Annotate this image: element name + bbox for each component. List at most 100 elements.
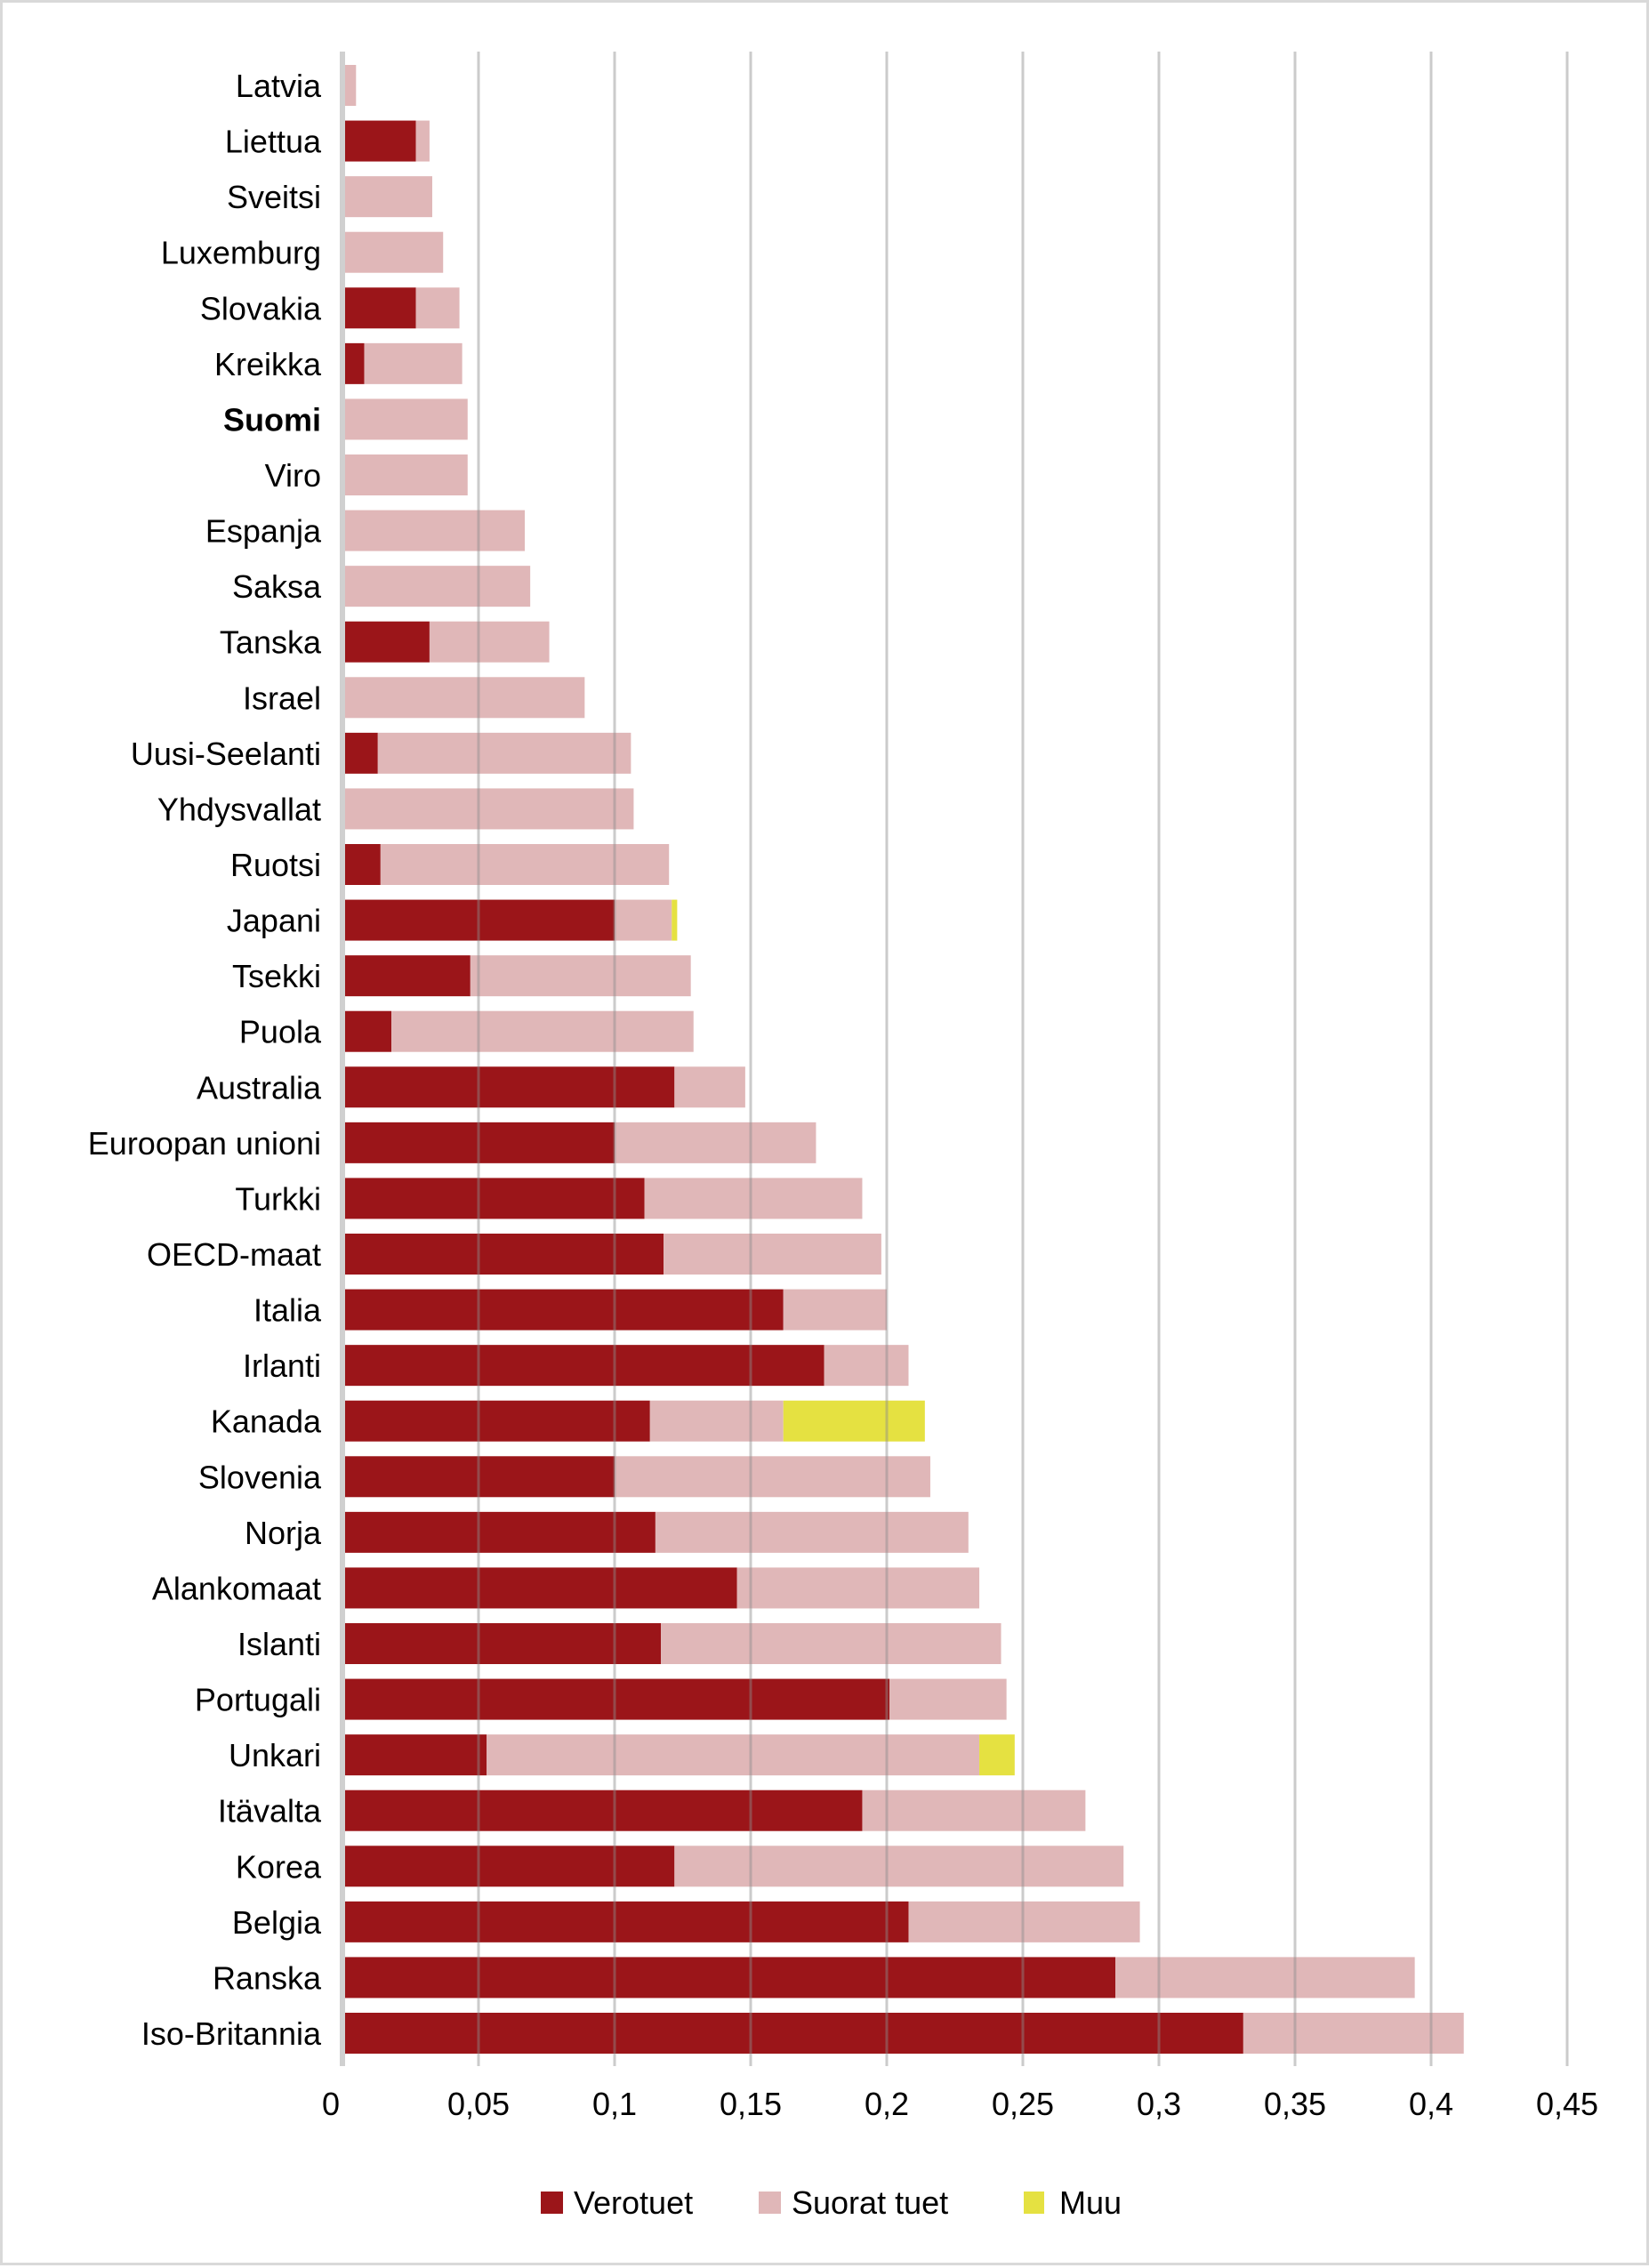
- bar-verotuet: [342, 1010, 392, 1052]
- category-label: Iso-Britannia: [141, 2015, 322, 2052]
- bar-verotuet: [342, 732, 378, 774]
- bar-suorat-tuet: [342, 176, 432, 218]
- x-tick-label: 0,15: [720, 2086, 782, 2122]
- bar-suorat-tuet: [342, 454, 468, 495]
- bar-suorat-tuet: [415, 120, 430, 162]
- bar-suorat-tuet: [470, 955, 691, 997]
- category-label: Alankomaat: [152, 1570, 321, 1606]
- bar-suorat-tuet: [391, 1010, 694, 1052]
- category-label: Kanada: [211, 1403, 322, 1440]
- bar-muu: [979, 1734, 1015, 1776]
- bar-suorat-tuet: [342, 788, 634, 830]
- category-label: Espanja: [205, 513, 322, 550]
- bar-suorat-tuet: [429, 621, 550, 663]
- bar-suorat-tuet: [615, 1456, 930, 1498]
- bar-suorat-tuet: [342, 677, 585, 719]
- x-tick-label: 0,2: [865, 2086, 909, 2122]
- bar-muu: [672, 899, 678, 941]
- bar-verotuet: [342, 1567, 737, 1609]
- legend-label: Verotuet: [574, 2184, 693, 2221]
- bar-suorat-tuet: [674, 1846, 1124, 1887]
- category-label: Tanska: [220, 624, 322, 661]
- x-tick-label: 0,1: [592, 2086, 637, 2122]
- category-label: Israel: [243, 680, 321, 716]
- bar-suorat-tuet: [862, 1789, 1086, 1831]
- bar-verotuet: [342, 1456, 615, 1498]
- bar-suorat-tuet: [889, 1678, 1007, 1720]
- bar-suorat-tuet: [342, 510, 526, 551]
- gridlines-layer: [340, 52, 1569, 2066]
- category-label: OECD-maat: [147, 1236, 321, 1273]
- category-label: Tsekki: [232, 958, 321, 994]
- category-label: Norja: [245, 1515, 322, 1551]
- legend-label: Suorat tuet: [792, 2184, 948, 2221]
- category-label: Irlanti: [243, 1347, 321, 1384]
- category-label: Japani: [227, 903, 321, 939]
- category-label: Australia: [197, 1069, 322, 1106]
- legend-swatch: [1024, 2192, 1044, 2214]
- bar-suorat-tuet: [1115, 1957, 1415, 1999]
- bar-suorat-tuet: [1243, 2013, 1464, 2054]
- category-label: Unkari: [229, 1737, 321, 1773]
- category-label: Islanti: [237, 1626, 321, 1662]
- category-label: Yhdysvallat: [157, 791, 321, 827]
- stacked-bar-chart: Latvia Liettua Sveitsi Luxemburg Slovakia Kre…: [88, 52, 1598, 2221]
- category-label: Korea: [236, 1848, 322, 1885]
- bar-suorat-tuet: [615, 899, 672, 941]
- bar-verotuet: [342, 1234, 664, 1275]
- category-label: Suomi: [223, 401, 321, 438]
- bar-suorat-tuet: [364, 342, 463, 384]
- category-label: Uusi-Seelanti: [131, 736, 321, 772]
- bar-suorat-tuet: [377, 732, 631, 774]
- bar-verotuet: [342, 1178, 645, 1219]
- bar-verotuet: [342, 1957, 1116, 1999]
- x-tick-label: 0,45: [1536, 2086, 1598, 2122]
- category-label: Saksa: [232, 568, 322, 605]
- bar-verotuet: [342, 955, 471, 997]
- legend: Verotuet Suorat tuet Muu: [541, 2184, 1122, 2221]
- bar-suorat-tuet: [649, 1400, 784, 1442]
- x-tick-label: 0,05: [447, 2086, 510, 2122]
- bar-suorat-tuet: [380, 844, 670, 885]
- bar-suorat-tuet: [655, 1511, 969, 1553]
- bar-verotuet: [342, 621, 430, 663]
- category-label: Puola: [239, 1014, 322, 1050]
- bar-suorat-tuet: [644, 1178, 863, 1219]
- bar-suorat-tuet: [342, 65, 357, 106]
- bar-suorat-tuet: [908, 1901, 1140, 1942]
- category-label: Slovakia: [200, 290, 322, 326]
- category-labels: Latvia Liettua Sveitsi Luxemburg Slovakia Kre…: [88, 68, 322, 2052]
- category-label: Liettua: [225, 124, 322, 160]
- category-label: Viro: [265, 457, 321, 494]
- bar-verotuet: [342, 1511, 656, 1553]
- bar-suorat-tuet: [664, 1234, 881, 1275]
- category-label: Luxemburg: [161, 235, 321, 271]
- bar-verotuet: [342, 1789, 863, 1831]
- category-label: Itävalta: [218, 1793, 322, 1830]
- bar-verotuet: [342, 120, 416, 162]
- bar-suorat-tuet: [824, 1345, 909, 1387]
- category-label: Ruotsi: [230, 847, 321, 883]
- legend-swatch: [759, 2192, 781, 2214]
- category-label: Slovenia: [198, 1459, 322, 1495]
- bar-verotuet: [342, 1066, 675, 1108]
- bar-suorat-tuet: [342, 231, 444, 273]
- bar-verotuet: [342, 287, 416, 329]
- bar-verotuet: [342, 1846, 675, 1887]
- category-label: Italia: [253, 1292, 322, 1329]
- category-label: Latvia: [236, 68, 322, 104]
- category-label: Kreikka: [214, 346, 322, 382]
- bar-suorat-tuet: [342, 398, 468, 440]
- bar-muu: [783, 1400, 925, 1442]
- bar-verotuet: [342, 1400, 650, 1442]
- bar-suorat-tuet: [342, 566, 531, 607]
- bar-suorat-tuet: [661, 1623, 1001, 1664]
- x-tick-label: 0,25: [992, 2086, 1054, 2122]
- category-label: Portugali: [195, 1682, 321, 1718]
- category-label: Belgia: [232, 1904, 322, 1941]
- bar-verotuet: [342, 844, 381, 885]
- legend-swatch: [541, 2192, 563, 2214]
- x-tick-label: 0,3: [1137, 2086, 1181, 2122]
- bar-verotuet: [342, 1734, 487, 1776]
